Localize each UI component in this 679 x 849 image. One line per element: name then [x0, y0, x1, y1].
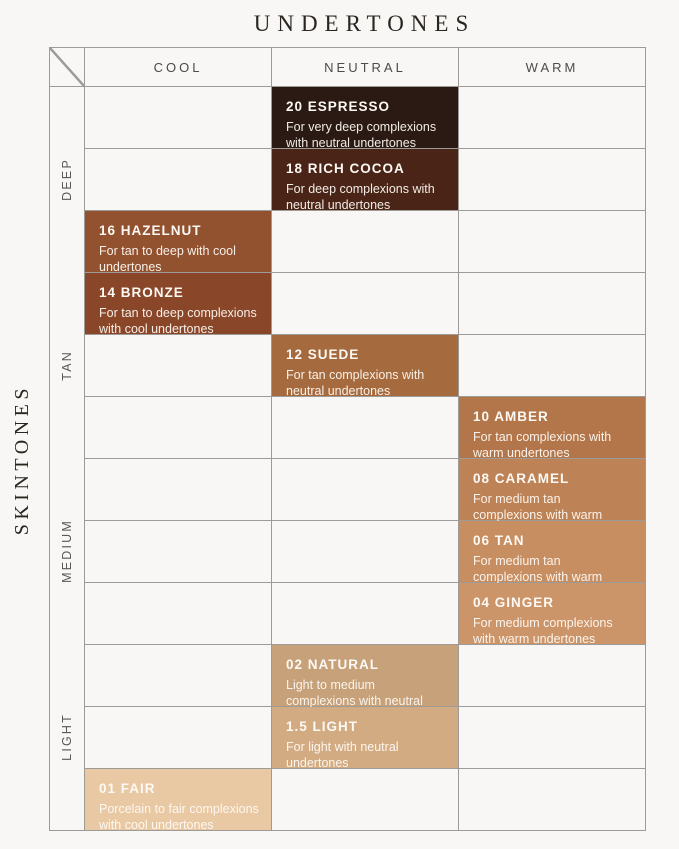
empty-cell	[272, 397, 458, 458]
shade-matrix: COOL NEUTRAL WARM DEEP TAN MEDIUM LIGHT …	[49, 47, 646, 832]
shade-cell-01-fair: 01 FAIR Porcelain to fair complexions wit…	[85, 769, 271, 832]
empty-cell	[459, 87, 645, 148]
shade-name: 1.5 LIGHT	[286, 719, 359, 734]
empty-cell	[459, 149, 645, 210]
shade-name: 20 ESPRESSO	[286, 99, 391, 114]
shade-cell-08-caramel: 08 CARAMEL For medium tan complexions wit…	[459, 459, 645, 538]
empty-cell	[459, 273, 645, 334]
empty-cell	[85, 707, 271, 768]
group-slot-medium: MEDIUM	[50, 459, 84, 645]
empty-cell	[272, 273, 458, 334]
shade-name: 06 TAN	[473, 533, 525, 548]
empty-cell	[459, 645, 645, 706]
empty-cell	[85, 87, 271, 148]
shade-name: 08 CARAMEL	[473, 471, 570, 486]
empty-cell	[459, 769, 645, 830]
column-header-warm: WARM	[459, 48, 645, 86]
empty-cell	[85, 645, 271, 706]
corner-diagonal-line	[50, 48, 84, 86]
empty-cell	[272, 211, 458, 272]
skintones-title: SKINTONES	[10, 384, 33, 536]
undertones-title: UNDERTONES	[253, 11, 476, 36]
empty-cell	[459, 211, 645, 272]
shade-name: 02 NATURAL	[286, 657, 380, 672]
group-label-tan: TAN	[60, 350, 74, 381]
shade-cell-1.5-light: 1.5 LIGHT For light with neutral underton…	[272, 707, 458, 770]
empty-cell	[85, 521, 271, 582]
corner-cell	[50, 48, 84, 86]
group-slot-deep: DEEP	[50, 87, 84, 273]
shade-cell-16-hazelnut: 16 HAZELNUT For tan to deep with cool und…	[85, 211, 271, 274]
shade-name: 12 SUEDE	[286, 347, 360, 362]
shade-name: 01 FAIR	[99, 781, 156, 796]
shade-description: For light with neutral undertones	[286, 740, 399, 770]
empty-cell	[459, 335, 645, 396]
shade-description: For medium complexions with warm underto…	[473, 616, 613, 646]
shade-cell-04-ginger: 04 GINGER For medium complexions with war…	[459, 583, 645, 646]
group-slot-tan: TAN	[50, 273, 84, 459]
group-label-medium: MEDIUM	[60, 519, 74, 584]
empty-cell	[85, 459, 271, 520]
column-header-cool: COOL	[85, 48, 271, 86]
shade-name: 16 HAZELNUT	[99, 223, 202, 238]
shade-description: For tan complexions with neutral underto…	[286, 368, 425, 398]
shade-cell-20-espresso: 20 ESPRESSO For very deep complexions wit…	[272, 87, 458, 150]
shade-cell-06-tan: 06 TAN For medium tan complexions with wa…	[459, 521, 645, 600]
shade-cell-12-suede: 12 SUEDE For tan complexions with neutral…	[272, 335, 458, 398]
empty-cell	[85, 335, 271, 396]
shade-description: For tan complexions with warm undertones	[473, 430, 612, 460]
shade-name: 14 BRONZE	[99, 285, 184, 300]
group-label-light: LIGHT	[60, 713, 74, 762]
empty-cell	[272, 769, 458, 830]
shade-description: For deep complexions with neutral undert…	[286, 182, 435, 212]
group-label-deep: DEEP	[60, 158, 74, 202]
group-slot-light: LIGHT	[50, 644, 84, 830]
shade-name: 10 AMBER	[473, 409, 549, 424]
empty-cell	[85, 583, 271, 644]
shade-name: 18 RICH COCOA	[286, 161, 405, 176]
shade-description: Porcelain to fair complexions with cool …	[99, 802, 259, 832]
shade-cell-14-bronze: 14 BRONZE For tan to deep complexions wit…	[85, 273, 271, 336]
shade-name: 04 GINGER	[473, 595, 555, 610]
skintone-groups-column: DEEP TAN MEDIUM LIGHT	[50, 87, 84, 830]
shade-cell-02-natural: 02 NATURAL Light to medium complexions wi…	[272, 645, 458, 724]
empty-cell	[272, 521, 458, 582]
empty-cell	[85, 149, 271, 210]
empty-cell	[272, 583, 458, 644]
empty-cell	[459, 707, 645, 768]
shade-description: For very deep complexions with neutral u…	[286, 120, 437, 150]
shade-cell-10-amber: 10 AMBER For tan complexions with warm un…	[459, 397, 645, 460]
shade-cell-18-rich-cocoa: 18 RICH COCOA For deep complexions with n…	[272, 149, 458, 212]
empty-cell	[272, 459, 458, 520]
empty-cell	[85, 397, 271, 458]
skintones-axis: SKINTONES	[0, 90, 44, 830]
shade-description: For tan to deep with cool undertones	[99, 244, 236, 274]
shade-description: For tan to deep complexions with cool un…	[99, 306, 257, 336]
column-header-neutral: NEUTRAL	[272, 48, 458, 86]
